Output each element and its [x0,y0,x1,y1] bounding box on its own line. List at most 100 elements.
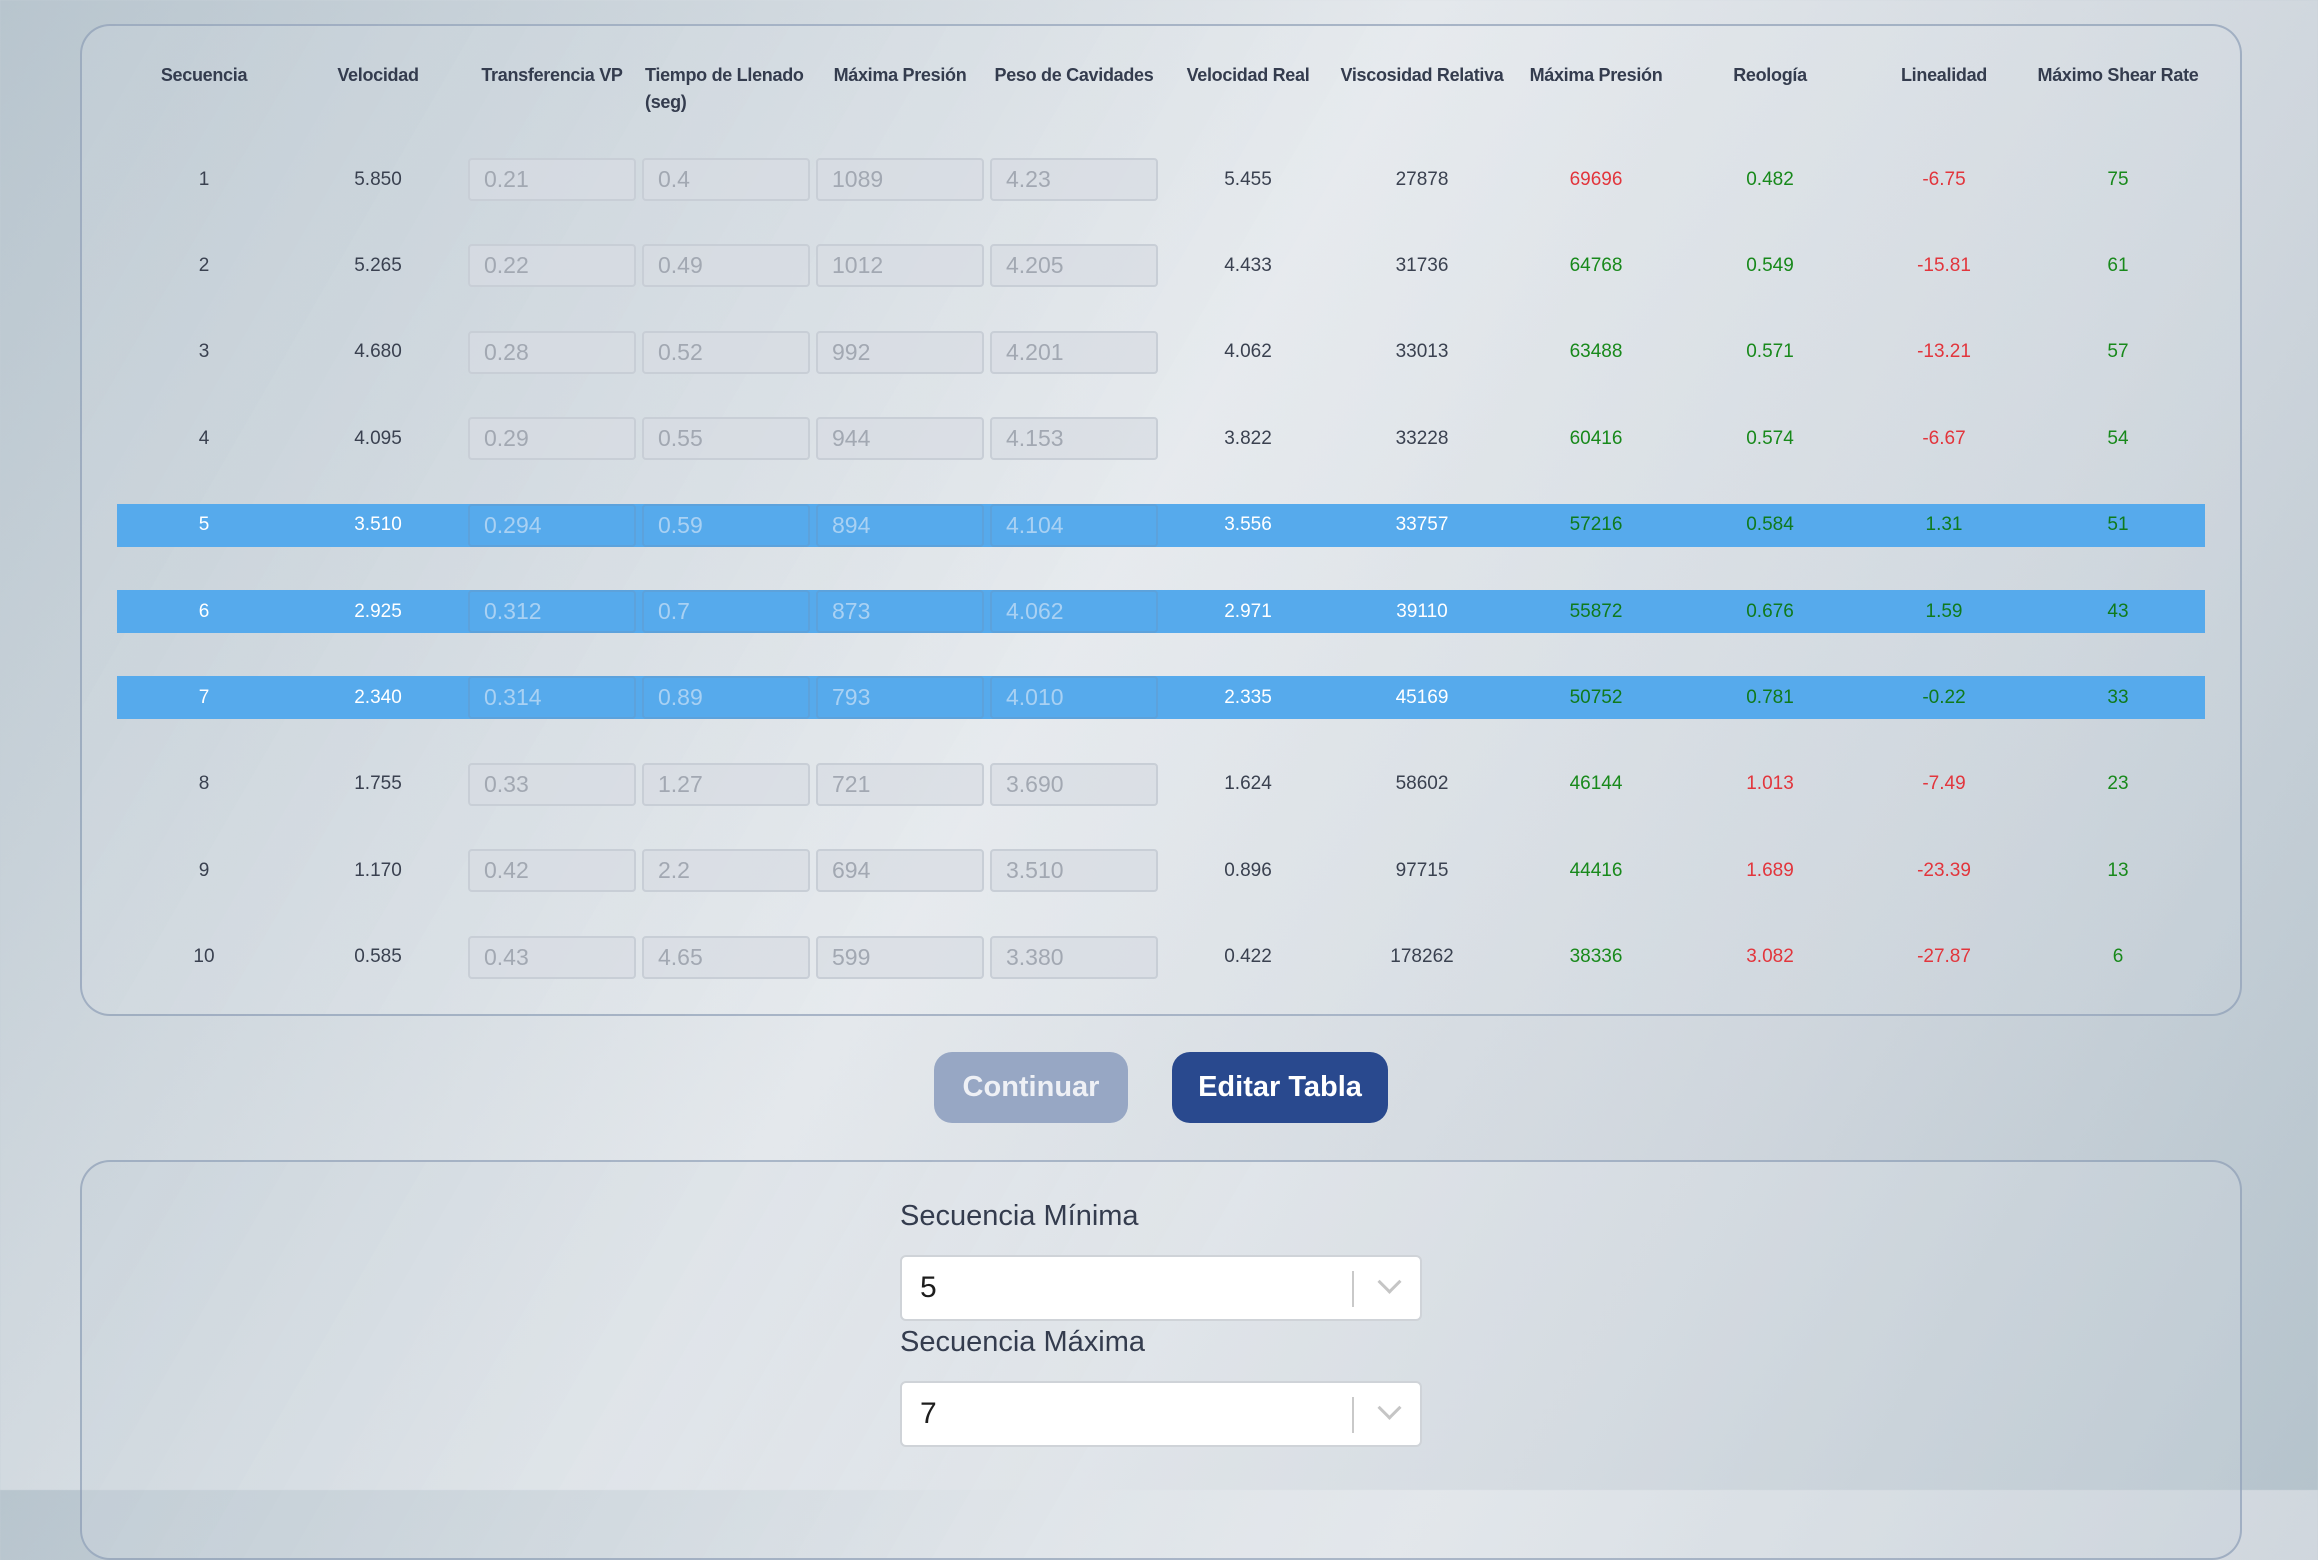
sequence-filter-card [80,1160,2242,1560]
cell-input[interactable]: 1012 [816,244,984,288]
table-cell: 0.896 [1224,859,1272,881]
table-cell: 1.755 [354,773,402,795]
table-row[interactable]: 10 0.585 0.43 4.65 599 3.380 0.422 178262 38336 3… [117,935,2205,979]
table-cell: 6 [2112,946,2124,968]
cell-input[interactable]: 694 [816,849,984,893]
cell-input[interactable]: 4.201 [990,330,1158,374]
table-row[interactable]: 9 1.170 0.42 2.2 694 3.510 0.896 97715 44416 1.68… [117,849,2205,893]
table-cell: 0.781 [1746,686,1794,708]
table-row[interactable]: 8 1.755 0.33 1.27 721 3.690 1.624 58602 46144 1.0… [117,762,2205,806]
cell-input[interactable]: 0.29 [468,417,636,461]
table-cell: 4.095 [354,427,402,449]
table-cell: 5 [198,514,210,536]
continue-button[interactable]: Continuar [934,1052,1128,1123]
table-cell: 0.482 [1746,168,1794,190]
cell-input[interactable]: 0.52 [642,330,810,374]
table-cell: 31736 [1395,254,1449,276]
min-sequence-select[interactable]: 5 [900,1255,1422,1321]
table-cell: -6.75 [1922,168,1966,190]
table-cell: 13 [2107,859,2129,881]
table-cell: 46144 [1569,773,1623,795]
cell-input[interactable]: 4.153 [990,417,1158,461]
cell-input[interactable]: 0.314 [468,676,636,720]
table-cell: 1.31 [1925,514,1963,536]
cell-input[interactable]: 0.33 [468,762,636,806]
cell-input[interactable]: 944 [816,417,984,461]
cell-input[interactable]: 3.380 [990,935,1158,979]
table-cell: 0.571 [1746,341,1794,363]
table-cell: 4.062 [1224,341,1272,363]
column-header: Transferencia VP [481,65,623,85]
table-row[interactable]: 6 2.925 0.312 0.7 873 4.062 2.971 39110 55872 0.6… [117,590,2205,633]
max-sequence-label: Secuencia Máxima [900,1326,1145,1358]
chevron-down-icon[interactable] [1377,1395,1402,1420]
column-header: Peso de Cavidades [994,65,1154,85]
table-cell: 58602 [1395,773,1449,795]
cell-input[interactable]: 0.42 [468,849,636,893]
cell-input[interactable]: 4.104 [990,503,1158,547]
table-cell: 27878 [1395,168,1449,190]
cell-input[interactable]: 0.55 [642,417,810,461]
column-header: Máxima Presión [1529,65,1663,85]
cell-input[interactable]: 0.312 [468,590,636,633]
cell-input[interactable]: 4.010 [990,676,1158,720]
column-header: Máxima Presión [833,65,967,85]
cell-input[interactable]: 0.59 [642,503,810,547]
cell-input[interactable]: 0.294 [468,503,636,547]
table-cell: 54 [2107,427,2129,449]
cell-input[interactable]: 992 [816,330,984,374]
cell-input[interactable]: 1.27 [642,762,810,806]
max-sequence-select[interactable]: 7 [900,1381,1422,1447]
table-row[interactable]: 1 5.850 0.21 0.4 1089 4.23 5.455 27878 69696 0.48… [117,158,2205,201]
cell-input[interactable]: 3.690 [990,762,1158,806]
table-cell: 45169 [1395,686,1449,708]
table-cell: 7 [198,686,210,708]
column-header: Tiempo de Llenado (seg) [645,65,804,112]
table-row[interactable]: 4 4.095 0.29 0.55 944 4.153 3.822 33228 60416 0.5… [117,417,2205,461]
cell-input[interactable]: 0.89 [642,676,810,720]
table-cell: 1.59 [1925,600,1963,622]
table-cell: 3.556 [1224,514,1272,536]
table-cell: 43 [2107,600,2129,622]
table-row[interactable]: 3 4.680 0.28 0.52 992 4.201 4.062 33013 63488 0.5… [117,330,2205,374]
cell-input[interactable]: 0.43 [468,935,636,979]
cell-input[interactable]: 0.49 [642,244,810,288]
cell-input[interactable]: 4.23 [990,158,1158,201]
table-row[interactable]: 2 5.265 0.22 0.49 1012 4.205 4.433 31736 64768 0.… [117,244,2205,288]
column-header: Velocidad [337,65,419,85]
table-cell: 0.585 [354,946,402,968]
cell-input[interactable]: 873 [816,590,984,633]
min-sequence-label: Secuencia Mínima [900,1200,1139,1232]
edit-table-button[interactable]: Editar Tabla [1172,1052,1388,1123]
cell-input[interactable]: 0.7 [642,590,810,633]
table-cell: 3 [198,341,210,363]
table-cell: 33228 [1395,427,1449,449]
table-cell: 4 [198,427,210,449]
table-row[interactable]: 5 3.510 0.294 0.59 894 4.104 3.556 33757 57216 0.… [117,503,2205,547]
cell-input[interactable]: 793 [816,676,984,720]
table-row[interactable]: 7 2.340 0.314 0.89 793 4.010 2.335 45169 50752 0.… [117,676,2205,720]
cell-input[interactable]: 4.062 [990,590,1158,633]
cell-input[interactable]: 599 [816,935,984,979]
table-cell: 57216 [1569,514,1623,536]
cell-input[interactable]: 0.22 [468,244,636,288]
cell-input[interactable]: 0.21 [468,158,636,201]
cell-input[interactable]: 894 [816,503,984,547]
table-cell: 50752 [1569,686,1623,708]
table-cell: -27.87 [1917,946,1971,968]
table-cell: 1.624 [1224,773,1272,795]
table-cell: 0.676 [1746,600,1794,622]
cell-input[interactable]: 1089 [816,158,984,201]
table-cell: 9 [198,859,210,881]
table-cell: 5.455 [1224,168,1272,190]
chevron-down-icon[interactable] [1377,1269,1402,1294]
cell-input[interactable]: 2.2 [642,849,810,893]
cell-input[interactable]: 3.510 [990,849,1158,893]
cell-input[interactable]: 721 [816,762,984,806]
table-cell: -0.22 [1922,686,1966,708]
table-cell: 61 [2107,254,2129,276]
cell-input[interactable]: 4.205 [990,244,1158,288]
cell-input[interactable]: 0.28 [468,330,636,374]
cell-input[interactable]: 0.4 [642,158,810,201]
cell-input[interactable]: 4.65 [642,935,810,979]
